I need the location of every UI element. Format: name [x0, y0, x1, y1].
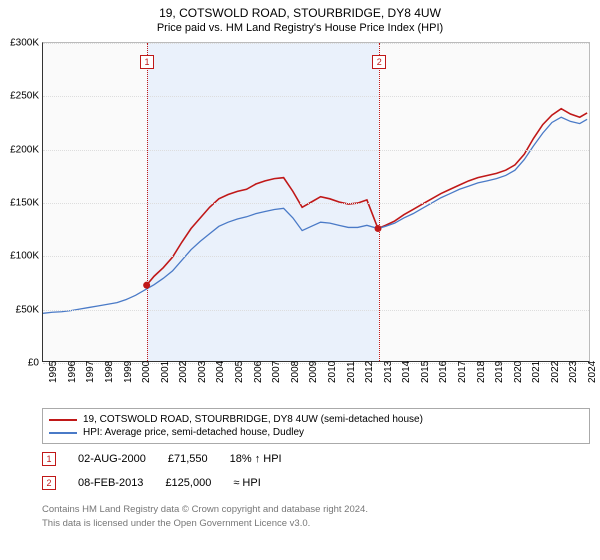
gridline [43, 203, 589, 204]
page-subtitle: Price paid vs. HM Land Registry's House … [0, 20, 600, 40]
legend-item: HPI: Average price, semi-detached house,… [49, 426, 583, 439]
sale-date-2: 08-FEB-2013 [78, 477, 143, 489]
page-title: 19, COTSWOLD ROAD, STOURBRIDGE, DY8 4UW [0, 0, 600, 20]
sale-row-1: 1 02-AUG-2000 £71,550 18% ↑ HPI [42, 452, 282, 466]
series-property [147, 109, 587, 285]
sale-marker-box: 2 [372, 55, 386, 69]
sale-delta-2: ≈ HPI [233, 477, 260, 489]
legend-item: 19, COTSWOLD ROAD, STOURBRIDGE, DY8 4UW … [49, 413, 583, 426]
legend: 19, COTSWOLD ROAD, STOURBRIDGE, DY8 4UW … [42, 408, 590, 444]
legend-label: 19, COTSWOLD ROAD, STOURBRIDGE, DY8 4UW … [83, 414, 423, 425]
legend-swatch [49, 419, 77, 421]
y-axis-label: £100K [10, 251, 39, 262]
legend-label: HPI: Average price, semi-detached house,… [83, 427, 304, 438]
sale-delta-1: 18% ↑ HPI [230, 453, 282, 465]
footer-line-2: This data is licensed under the Open Gov… [42, 518, 310, 529]
y-axis-label: £0 [28, 358, 39, 369]
y-axis-label: £200K [10, 144, 39, 155]
series-hpi [43, 117, 587, 313]
price-chart: £0£50K£100K£150K£200K£250K£300K199519961… [42, 42, 590, 362]
sale-vline [379, 43, 380, 361]
sale-date-1: 02-AUG-2000 [78, 453, 146, 465]
gridline [43, 256, 589, 257]
gridline [43, 96, 589, 97]
y-axis-label: £300K [10, 38, 39, 49]
sale-row-2: 2 08-FEB-2013 £125,000 ≈ HPI [42, 476, 261, 490]
sale-marker-box: 1 [140, 55, 154, 69]
gridline [43, 310, 589, 311]
legend-swatch [49, 432, 77, 434]
y-axis-label: £50K [16, 304, 39, 315]
sale-dot [375, 225, 382, 232]
chart-lines [43, 43, 589, 361]
footer-line-1: Contains HM Land Registry data © Crown c… [42, 504, 368, 515]
gridline [43, 150, 589, 151]
y-axis-label: £250K [10, 91, 39, 102]
gridline [43, 43, 589, 44]
sale-price-2: £125,000 [165, 477, 211, 489]
sale-vline [147, 43, 148, 361]
sale-price-1: £71,550 [168, 453, 208, 465]
sale-marker-2: 2 [42, 476, 56, 490]
y-axis-label: £150K [10, 198, 39, 209]
sale-marker-1: 1 [42, 452, 56, 466]
